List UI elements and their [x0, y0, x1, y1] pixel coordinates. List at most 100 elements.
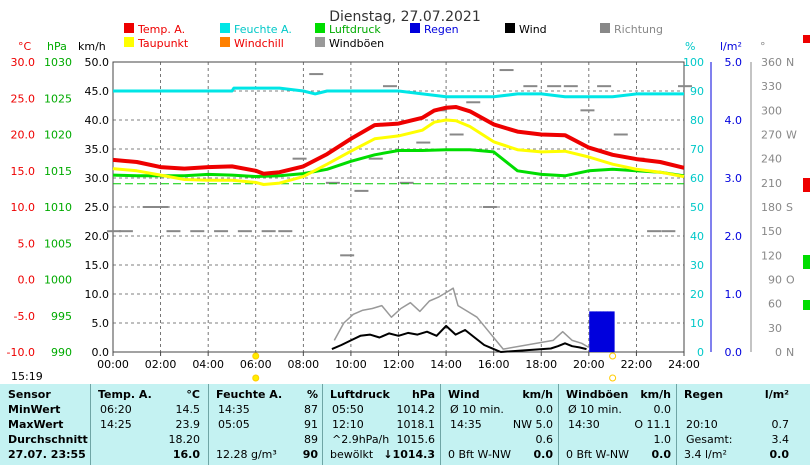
rain-tick: 4.0 — [725, 114, 743, 127]
table-cell-value: 0.7 — [771, 418, 790, 431]
direction-point — [278, 230, 293, 233]
legend-label: Taupunkt — [137, 37, 189, 50]
humidity-tick: 100 — [683, 56, 704, 69]
pressure-tick: 1020 — [44, 129, 72, 142]
series-windb-en-line — [333, 287, 590, 350]
chart-title: Dienstag, 27.07.2021 — [329, 9, 480, 25]
table-cell-value: 0.0 — [769, 448, 790, 461]
table-row-label: Sensor — [8, 388, 51, 401]
wind-tick: 15.0 — [85, 259, 110, 272]
x-tick-label: 12:00 — [383, 358, 415, 371]
table-row-label: MinWert — [8, 403, 61, 416]
table-cell-label: 05:05 — [218, 418, 250, 431]
table-cell-label: 12:10 — [332, 418, 364, 431]
x-tick-label: 22:00 — [621, 358, 653, 371]
table-cell-label: 20:10 — [686, 418, 718, 431]
table-cell-label: 3.4 l/m² — [684, 448, 727, 461]
wind-tick: 50.0 — [85, 56, 110, 69]
legend-swatch — [505, 23, 515, 33]
axis-ticks: 30.025.020.015.010.05.00.0-5.0-10.010301… — [7, 56, 797, 371]
table-cell-label: 14:35 — [218, 403, 250, 416]
table-col-unit: km/h — [640, 388, 671, 401]
table-separator — [322, 384, 323, 465]
daylight-markers — [252, 352, 617, 382]
table-cell-value: 16.0 — [172, 448, 200, 461]
rain-bar — [592, 311, 597, 352]
table-cell-value: 14.5 — [175, 403, 201, 416]
rain-bar — [607, 311, 612, 352]
grid-lines — [113, 62, 684, 352]
legend-label: Windchill — [234, 37, 284, 50]
x-tick-label: 16:00 — [478, 358, 510, 371]
direction-tick: 120 — [761, 249, 782, 262]
x-tick-label: 20:00 — [573, 358, 605, 371]
table-col-head: Temp. A. — [98, 388, 152, 401]
temp-tick: 5.0 — [18, 237, 36, 250]
humidity-tick: 80 — [690, 114, 704, 127]
stats-table: Sensor MinWert MaxWert Durchschnitt 27.07. 2… — [0, 384, 810, 465]
pressure-tick: 1025 — [44, 92, 72, 105]
direction-point — [118, 230, 133, 233]
legend-label: Windböen — [329, 37, 384, 50]
table-cell-value: 89 — [304, 433, 318, 446]
direction-point — [449, 133, 464, 136]
wind-tick: 5.0 — [92, 317, 110, 330]
direction-point — [292, 157, 307, 160]
table-separator — [90, 384, 91, 465]
pressure-tick: 990 — [51, 346, 72, 359]
humidity-tick: 50 — [690, 201, 704, 214]
humidity-tick: 40 — [690, 230, 704, 243]
rain-tick: 2.0 — [725, 230, 743, 243]
rain-tick: 1.0 — [725, 288, 743, 301]
direction-point — [309, 73, 324, 76]
rain-axis-header: l/m² — [720, 40, 742, 53]
x-tick-label: 06:00 — [240, 358, 272, 371]
legend-label: Regen — [424, 23, 459, 36]
direction-point — [563, 85, 578, 88]
edge-indicator-red-2 — [803, 178, 810, 192]
legend-label: Temp. A. — [137, 23, 185, 36]
direction-point — [580, 109, 595, 112]
direction-point — [647, 230, 662, 233]
axis-headers: °C hPa km/h% l/m² ° — [18, 40, 766, 53]
table-row-label: MaxWert — [8, 418, 64, 431]
wind-tick: 45.0 — [85, 85, 110, 98]
direction-point — [190, 230, 205, 233]
sun-marker — [252, 352, 260, 360]
table-cell-label: 12.28 g/m³ — [216, 448, 277, 461]
temp-tick: -10.0 — [7, 346, 35, 359]
table-col-unit: % — [306, 388, 318, 401]
humidity-axis-header: % — [685, 40, 695, 53]
table-cell-label: ^2.9hPa/h — [332, 433, 390, 446]
table-cell-label: Ø 10 min. — [450, 403, 504, 416]
direction-letter: O — [786, 274, 795, 287]
edge-indicator-red — [803, 35, 810, 43]
legend-swatch — [410, 23, 420, 33]
table-separator — [208, 384, 209, 465]
humidity-tick: 0 — [697, 346, 704, 359]
table-col-unit: km/h — [522, 388, 553, 401]
edge-indicator-green — [803, 255, 810, 269]
direction-letter: S — [786, 201, 793, 214]
table-cell-value: 0.0 — [651, 448, 672, 461]
humidity-tick: 90 — [690, 85, 704, 98]
humidity-tick: 30 — [690, 259, 704, 272]
direction-tick: 270 — [761, 129, 782, 142]
direction-point — [368, 157, 383, 160]
table-cell-value: 0.0 — [535, 403, 554, 416]
direction-point — [547, 85, 562, 88]
direction-point — [325, 181, 340, 184]
x-tick-label: 02:00 — [145, 358, 177, 371]
table-cell-value: 0.6 — [535, 433, 554, 446]
table-cell-value: 91 — [304, 418, 318, 431]
direction-point — [237, 230, 252, 233]
series-temp-a--line — [112, 105, 685, 176]
direction-point — [661, 230, 676, 233]
table-cell-label: 0 Bft W-NW — [566, 448, 630, 461]
weather-chart: Dienstag, 27.07.2021 Temp. A. Feuchte A. L… — [7, 9, 810, 382]
direction-point — [416, 141, 431, 144]
wind-tick: 0.0 — [92, 346, 110, 359]
pressure-tick: 1010 — [44, 201, 72, 214]
table-cell-value: 18.20 — [168, 433, 201, 446]
wind-tick: 10.0 — [85, 288, 110, 301]
